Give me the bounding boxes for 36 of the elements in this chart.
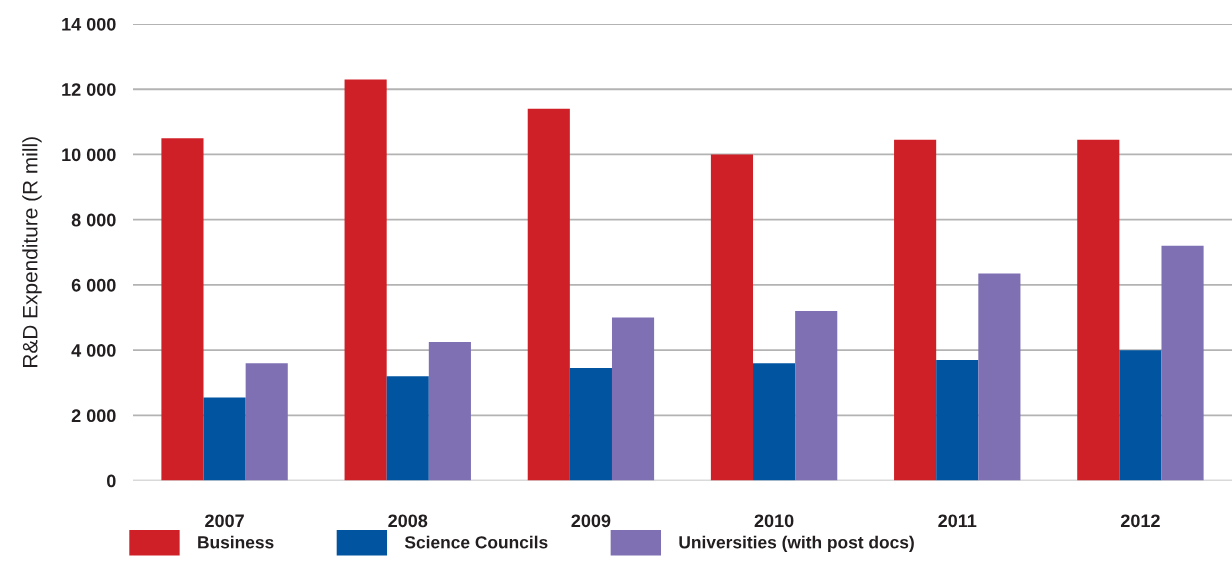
bar [428,341,471,481]
y-tick-label: 10 000 [62,148,116,162]
y-tick-label: 4 000 [71,344,116,357]
bar [569,368,612,481]
bar [978,273,1021,481]
bar [795,311,838,481]
x-tick-label: 2008 [388,514,428,528]
bar [344,79,387,481]
bar [245,363,288,481]
legend-label: Universities (with post docs) [679,535,914,552]
y-tick-label: 0 [107,474,116,488]
y-tick-label: 2 000 [71,409,116,423]
y-tick-label: 8 000 [71,213,116,227]
y-tick-label: 14 000 [62,17,116,31]
x-tick-label: 2011 [938,514,977,528]
legend-label: Business [198,535,274,549]
bar [203,397,246,481]
x-tick-label: 2012 [1120,514,1160,528]
bar [386,376,429,481]
bar [1119,350,1162,481]
x-tick-label: 2007 [205,514,244,528]
y-tick-label: 12 000 [62,83,116,96]
x-tick-label: 2009 [571,514,611,528]
bar [1161,245,1204,481]
bar [1077,139,1120,481]
bar [894,139,937,481]
y-axis-title: R&D Expenditure (R mill) [22,137,42,367]
bar [611,317,655,481]
bar [710,154,754,481]
y-tick-label: 6 000 [71,278,116,292]
bar [161,138,204,481]
bar [936,359,979,481]
x-tick-label: 2010 [754,514,794,528]
bar [527,108,570,481]
bar [753,363,796,481]
legend-label: Science Councils [404,535,548,549]
